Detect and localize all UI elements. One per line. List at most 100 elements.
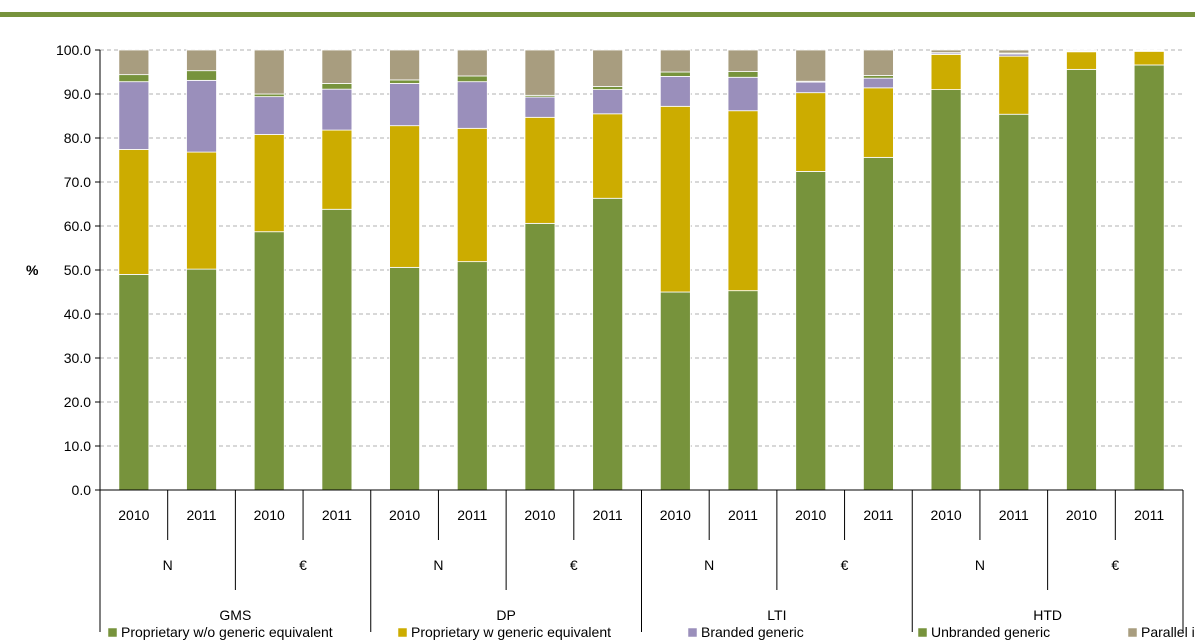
legend-label: Parallel import xyxy=(1141,624,1195,640)
category-labels: 2010 2011 2010 2011 2010 2011 2010 2011 2010 2011… xyxy=(99,490,1184,632)
x-measure-label: € xyxy=(570,557,578,573)
x-year-label: 2011 xyxy=(186,507,216,523)
x-measure-label: € xyxy=(299,557,307,573)
bar-segment-proprietary-w-generic-equivalent xyxy=(659,105,691,293)
legend-label: Proprietary w/o generic equivalent xyxy=(121,624,333,640)
bar-segment-proprietary-w-o-generic-equivalent xyxy=(456,261,488,491)
bar-segment-proprietary-w-generic-equivalent xyxy=(253,134,285,233)
x-year-label: 2010 xyxy=(524,507,555,523)
x-year-label: 2010 xyxy=(118,507,149,523)
bar-segment-proprietary-w-generic-equivalent xyxy=(1133,50,1165,66)
x-year-label: 2011 xyxy=(457,507,487,523)
bar-segment-branded-generic xyxy=(186,79,217,153)
x-year-label: 2010 xyxy=(389,507,420,523)
bar-segment-parallel-import xyxy=(795,49,827,82)
bar-segment-parallel-import xyxy=(1066,49,1097,52)
bar-segment-parallel-import xyxy=(456,49,488,77)
legend-swatch xyxy=(397,627,408,638)
bar-segment-proprietary-w-generic-equivalent xyxy=(795,92,827,172)
bar-segment-unbranded-generic xyxy=(321,83,353,90)
bar-segment-parallel-import xyxy=(321,49,353,84)
y-tick-label: 0.0 xyxy=(72,482,92,498)
bar-stacks xyxy=(118,49,1165,491)
legend-label: Branded generic xyxy=(701,624,804,640)
bar-segment-parallel-import xyxy=(389,49,420,81)
legend-swatch xyxy=(917,627,928,638)
bar-segment-branded-generic xyxy=(524,96,556,118)
bar-segment-proprietary-w-generic-equivalent xyxy=(863,87,894,158)
bar-segment-branded-generic xyxy=(727,76,759,112)
y-tick-label: 60.0 xyxy=(64,218,91,234)
bar-segment-proprietary-w-generic-equivalent xyxy=(524,116,556,224)
bar-segment-parallel-import xyxy=(863,49,894,76)
bar-segment-parallel-import xyxy=(524,49,556,96)
x-measure-label: N xyxy=(433,557,443,573)
legend-swatch xyxy=(687,627,698,638)
bar-segment-proprietary-w-o-generic-equivalent xyxy=(659,291,691,491)
legend-swatch xyxy=(1127,627,1138,638)
y-tick-label: 50.0 xyxy=(64,262,91,278)
legend-swatch xyxy=(107,627,118,638)
bar-segment-unbranded-generic xyxy=(727,71,759,78)
bar-segment-branded-generic xyxy=(795,81,827,94)
bar-segment-branded-generic xyxy=(321,88,353,131)
bar-segment-proprietary-w-generic-equivalent xyxy=(998,55,1030,115)
x-year-label: 2011 xyxy=(863,507,893,523)
bar-segment-proprietary-w-generic-equivalent xyxy=(389,125,420,268)
bar-segment-unbranded-generic xyxy=(118,74,150,83)
x-measure-label: N xyxy=(163,557,173,573)
bar-segment-proprietary-w-o-generic-equivalent xyxy=(321,208,353,491)
x-year-label: 2011 xyxy=(1134,507,1164,523)
bar-segment-proprietary-w-o-generic-equivalent xyxy=(863,156,894,491)
x-year-label: 2010 xyxy=(795,507,826,523)
y-tick-label: 100.0 xyxy=(56,42,91,58)
y-tick-label: 10.0 xyxy=(64,438,91,454)
x-year-label: 2011 xyxy=(593,507,623,523)
y-tick-label: 80.0 xyxy=(64,130,91,146)
bar-segment-branded-generic xyxy=(592,89,624,115)
bar-segment-proprietary-w-o-generic-equivalent xyxy=(389,266,420,491)
gridlines xyxy=(100,49,1183,447)
x-group-label: DP xyxy=(496,607,515,623)
bar-segment-proprietary-w-o-generic-equivalent xyxy=(930,89,962,491)
bar-segment-branded-generic xyxy=(389,83,420,127)
bar-segment-proprietary-w-generic-equivalent xyxy=(456,127,488,263)
x-year-label: 2010 xyxy=(1066,507,1097,523)
x-group-label: GMS xyxy=(219,607,251,623)
bar-segment-branded-generic xyxy=(659,76,691,107)
bar-segment-branded-generic xyxy=(456,81,488,129)
y-tick-label: 30.0 xyxy=(64,350,91,366)
x-year-label: 2010 xyxy=(254,507,285,523)
x-measure-label: N xyxy=(975,557,985,573)
bar-segment-unbranded-generic xyxy=(592,86,624,90)
bar-segment-parallel-import xyxy=(592,49,624,87)
y-tick-label: 90.0 xyxy=(64,86,91,102)
bar-segment-proprietary-w-generic-equivalent xyxy=(186,151,217,270)
bar-segment-parallel-import xyxy=(118,49,150,76)
x-measure-label: N xyxy=(704,557,714,573)
y-axis-label: % xyxy=(26,262,39,278)
bar-segment-unbranded-generic xyxy=(659,71,691,77)
bar-segment-proprietary-w-generic-equivalent xyxy=(592,113,624,199)
bar-segment-unbranded-generic xyxy=(389,79,420,84)
bar-segment-proprietary-w-o-generic-equivalent xyxy=(253,231,285,491)
bar-segment-branded-generic xyxy=(863,77,894,89)
x-year-label: 2011 xyxy=(322,507,352,523)
x-year-label: 2010 xyxy=(660,507,691,523)
bar-segment-branded-generic xyxy=(253,96,285,135)
bar-segment-proprietary-w-o-generic-equivalent xyxy=(795,171,827,491)
x-group-label: LTI xyxy=(767,607,786,623)
x-measure-label: € xyxy=(1111,557,1119,573)
x-measure-label: € xyxy=(841,557,849,573)
bar-segment-proprietary-w-generic-equivalent xyxy=(930,54,962,91)
bar-segment-proprietary-w-generic-equivalent xyxy=(1066,51,1097,70)
bar-segment-proprietary-w-o-generic-equivalent xyxy=(524,222,556,491)
top-accent-rule xyxy=(0,12,1195,17)
legend-label: Proprietary w generic equivalent xyxy=(411,624,611,640)
x-year-label: 2010 xyxy=(931,507,962,523)
bar-segment-parallel-import xyxy=(659,49,691,73)
bar-segment-parallel-import xyxy=(186,49,217,72)
bar-segment-proprietary-w-generic-equivalent xyxy=(118,149,150,275)
bar-segment-parallel-import xyxy=(930,49,962,54)
